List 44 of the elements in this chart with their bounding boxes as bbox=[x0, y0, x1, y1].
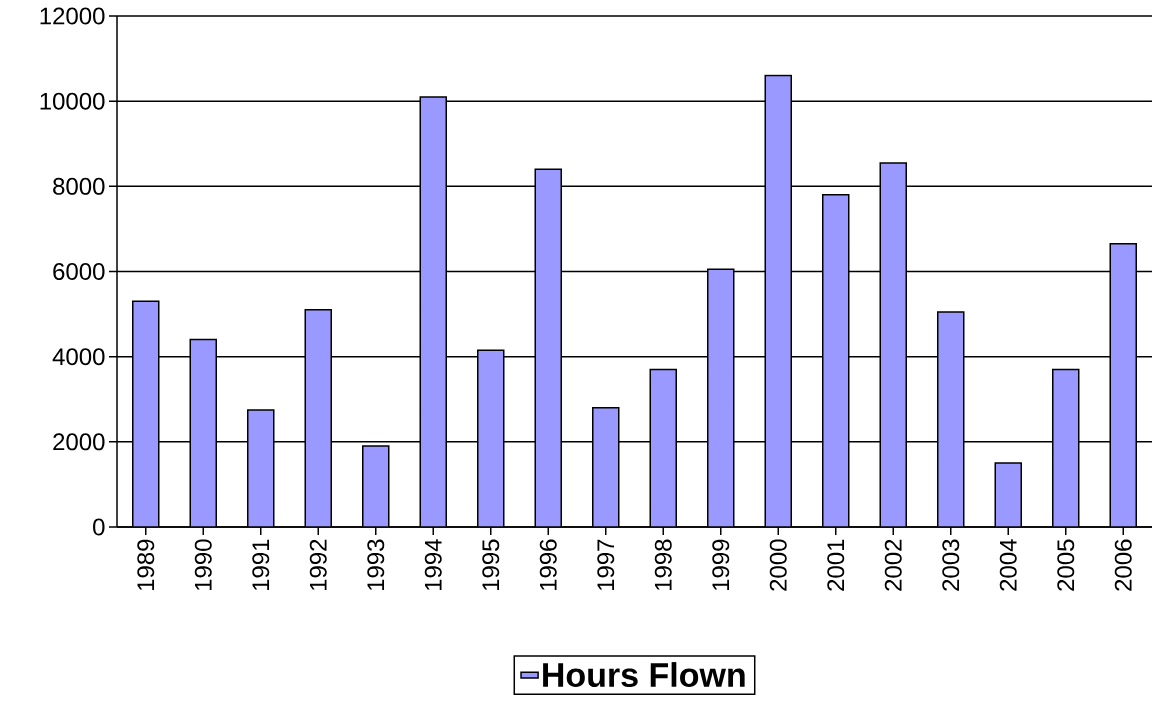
bar bbox=[419, 96, 447, 527]
x-tick-label: 2002 bbox=[884, 539, 902, 591]
y-tick-label: 0 bbox=[93, 518, 105, 536]
x-tick-label: 1994 bbox=[424, 539, 442, 591]
y-tick-label: 12000 bbox=[40, 7, 105, 25]
x-tick-label: 1990 bbox=[194, 539, 212, 591]
bar bbox=[822, 194, 850, 527]
x-tick-label: 1991 bbox=[252, 539, 270, 591]
y-tick-label: 8000 bbox=[53, 177, 105, 195]
bar bbox=[1052, 368, 1080, 527]
x-tick-label: 2003 bbox=[942, 539, 960, 591]
x-tick-label: 2001 bbox=[827, 539, 845, 591]
bar bbox=[534, 168, 562, 527]
bar bbox=[592, 407, 620, 527]
y-tick-label: 10000 bbox=[40, 92, 105, 110]
bar bbox=[649, 368, 677, 527]
bar bbox=[1109, 243, 1137, 527]
bar bbox=[994, 462, 1022, 527]
x-tick-label: 1998 bbox=[654, 539, 672, 591]
bar bbox=[764, 74, 792, 527]
bar bbox=[937, 311, 965, 527]
x-tick-label: 1995 bbox=[482, 539, 500, 591]
y-tick-label: 6000 bbox=[53, 263, 105, 280]
x-tick-label: 1999 bbox=[712, 539, 730, 591]
x-tick-label: 1997 bbox=[597, 539, 615, 591]
x-tick-label: 2006 bbox=[1114, 539, 1132, 591]
bar bbox=[477, 349, 505, 527]
bar bbox=[247, 409, 275, 527]
x-tick-label: 2005 bbox=[1057, 539, 1075, 591]
bar bbox=[707, 268, 735, 527]
x-tick-label: 2000 bbox=[769, 539, 787, 591]
x-tick-label: 2004 bbox=[999, 539, 1017, 591]
x-tick-label: 1989 bbox=[137, 539, 155, 591]
legend-label: Hours Flown bbox=[543, 662, 745, 688]
bar bbox=[132, 300, 160, 527]
bar bbox=[189, 338, 217, 527]
bar bbox=[879, 162, 907, 527]
bar bbox=[304, 309, 333, 527]
bar bbox=[362, 445, 390, 527]
y-tick-label: 2000 bbox=[53, 433, 105, 451]
y-tick-label: 4000 bbox=[52, 348, 105, 366]
x-tick-label: 1996 bbox=[539, 539, 557, 591]
x-tick-label: 1992 bbox=[309, 539, 327, 591]
x-tick-label: 1993 bbox=[367, 539, 385, 591]
